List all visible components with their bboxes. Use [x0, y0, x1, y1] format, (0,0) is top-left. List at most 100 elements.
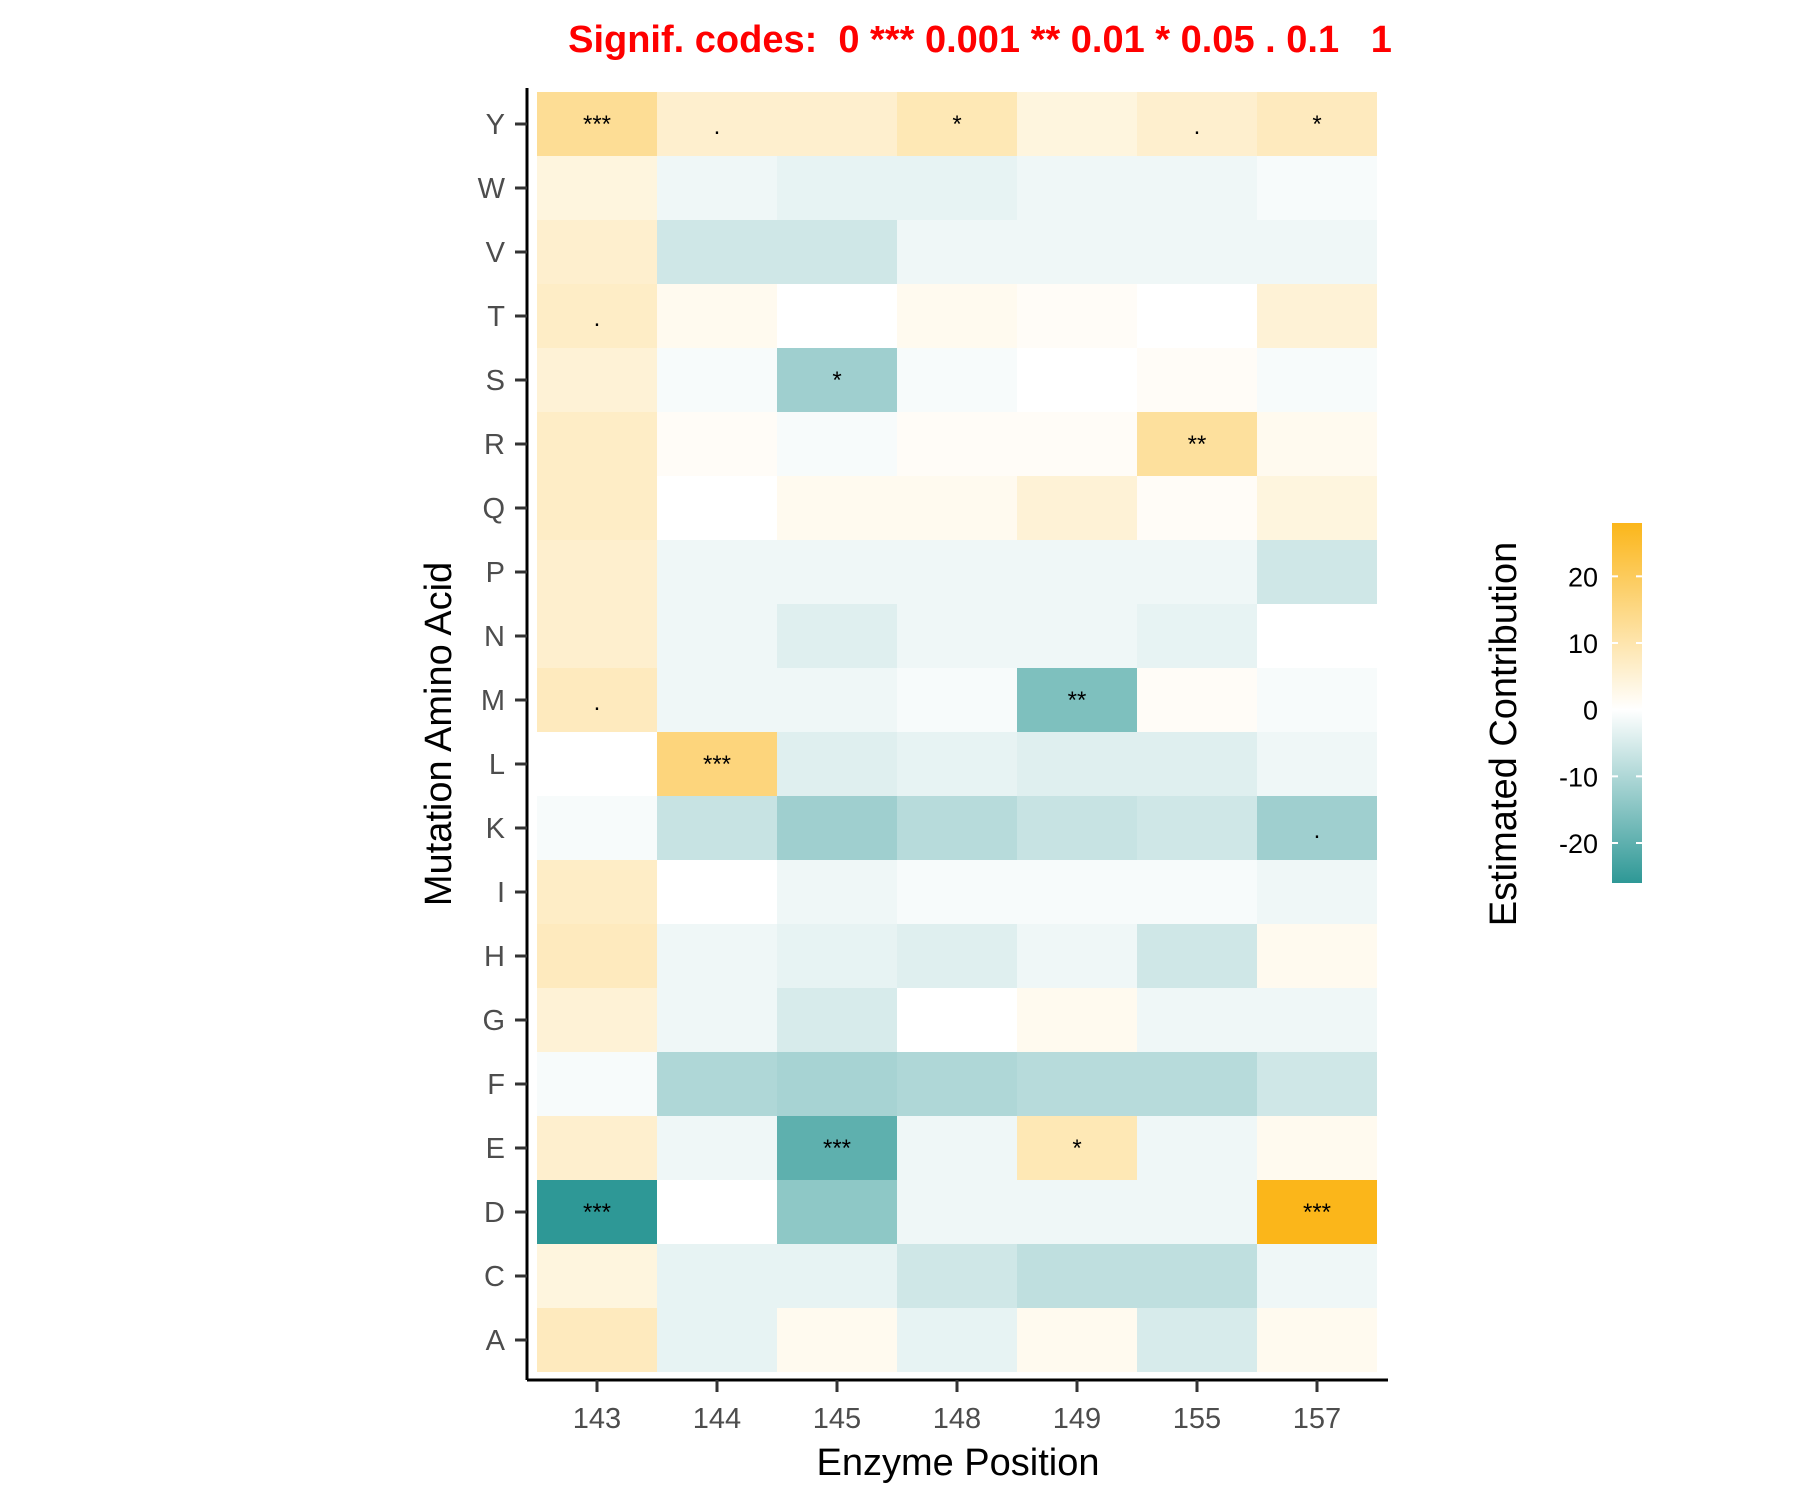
heatmap-cell [777, 220, 897, 284]
heatmap-cell [657, 412, 777, 476]
y-tick-label: K [486, 813, 506, 845]
heatmap-cell [537, 540, 657, 604]
heatmap-cell [1017, 476, 1137, 540]
significance-label: *** [703, 751, 731, 778]
heatmap-cell [1137, 732, 1257, 796]
heatmap-cell [897, 92, 1017, 156]
heatmap-cell [537, 156, 657, 220]
heatmap-cell [1257, 732, 1377, 796]
heatmap-cell [1137, 156, 1257, 220]
heatmap-cell [1017, 860, 1137, 924]
significance-label: . [594, 305, 601, 332]
heatmap-cell [1017, 156, 1137, 220]
heatmap-cell [897, 412, 1017, 476]
y-tick-label: D [484, 1197, 505, 1229]
y-tick-label: C [484, 1261, 505, 1293]
x-tick-label: 149 [1053, 1403, 1101, 1435]
heatmap-cell [897, 156, 1017, 220]
heatmap-cell [777, 348, 897, 412]
heatmap-cell [897, 924, 1017, 988]
heatmap-cell [657, 796, 777, 860]
heatmap-cell [777, 476, 897, 540]
legend-colorbar [1612, 523, 1642, 883]
y-tick-label: R [484, 429, 505, 461]
heatmap-cell [657, 1180, 777, 1244]
heatmap-cell [537, 284, 657, 348]
y-tick-label: L [489, 749, 505, 781]
heatmap-cell [1257, 924, 1377, 988]
y-tick-label: I [497, 877, 505, 909]
heatmap-cell [657, 668, 777, 732]
heatmap-cell [537, 92, 657, 156]
heatmap-cell [897, 796, 1017, 860]
y-tick-label: G [482, 1005, 505, 1037]
heatmap-cell [537, 988, 657, 1052]
heatmap-cell [1017, 540, 1137, 604]
heatmap-cell [897, 1308, 1017, 1372]
heatmap-cell [1137, 860, 1257, 924]
heatmap-cell [1137, 348, 1257, 412]
x-tick-label: 143 [573, 1403, 621, 1435]
heatmap-cell [777, 1116, 897, 1180]
heatmap-cell [897, 604, 1017, 668]
y-tick-label: S [486, 365, 505, 397]
significance-label: * [952, 111, 961, 138]
heatmap-cell [1017, 604, 1137, 668]
heatmap-cell [657, 1308, 777, 1372]
heatmap-cell [537, 1180, 657, 1244]
legend-tick-label: -20 [1559, 829, 1598, 859]
heatmap-cell [537, 796, 657, 860]
x-tick-label: 148 [933, 1403, 981, 1435]
heatmap-cell [537, 604, 657, 668]
significance-label: . [714, 113, 721, 140]
x-tick-label: 145 [813, 1403, 861, 1435]
heatmap-cell [1257, 284, 1377, 348]
heatmap-cell [1017, 924, 1137, 988]
heatmap-cell [657, 1052, 777, 1116]
heatmap-cell [1017, 1308, 1137, 1372]
heatmap-cell [1137, 796, 1257, 860]
heatmap-cell [1257, 348, 1377, 412]
chart-title: Signif. codes: 0 *** 0.001 ** 0.01 * 0.0… [568, 19, 1392, 61]
heatmap-cell [1017, 1116, 1137, 1180]
x-tick-label: 155 [1173, 1403, 1221, 1435]
y-tick-label: P [486, 557, 505, 589]
heatmap-cell [1137, 924, 1257, 988]
y-tick-label: A [486, 1325, 506, 1357]
heatmap-cell [657, 92, 777, 156]
significance-label: * [1312, 111, 1321, 138]
heatmap-cell [657, 476, 777, 540]
heatmap-cell [537, 220, 657, 284]
heatmap-cell [657, 732, 777, 796]
heatmap-cell [777, 1244, 897, 1308]
heatmap-cell [1257, 476, 1377, 540]
heatmap-cell [897, 348, 1017, 412]
heatmap-cell [897, 220, 1017, 284]
heatmap-cell [1137, 220, 1257, 284]
significance-label: *** [583, 1199, 611, 1226]
heatmap-cell [1257, 1244, 1377, 1308]
y-tick-label: H [484, 941, 505, 973]
heatmap-cell [1257, 988, 1377, 1052]
heatmap-cell [897, 1180, 1017, 1244]
heatmap-cell [657, 604, 777, 668]
heatmap-cell [1017, 1180, 1137, 1244]
heatmap-cell [1017, 796, 1137, 860]
heatmap-cell [1257, 92, 1377, 156]
heatmap-cell [537, 1052, 657, 1116]
y-tick-label: W [478, 173, 506, 205]
heatmap-cell [777, 92, 897, 156]
y-tick-label: T [487, 301, 505, 333]
heatmap-cell [1017, 284, 1137, 348]
heatmap-cell [657, 284, 777, 348]
heatmap-cell [1017, 668, 1137, 732]
heatmap-cell [1257, 860, 1377, 924]
heatmap-cell [657, 1116, 777, 1180]
heatmap-cell [657, 348, 777, 412]
heatmap-cell [657, 1244, 777, 1308]
heatmap-cell [1257, 796, 1377, 860]
heatmap-cell [777, 604, 897, 668]
heatmap-cell [897, 540, 1017, 604]
significance-label: *** [1303, 1199, 1331, 1226]
